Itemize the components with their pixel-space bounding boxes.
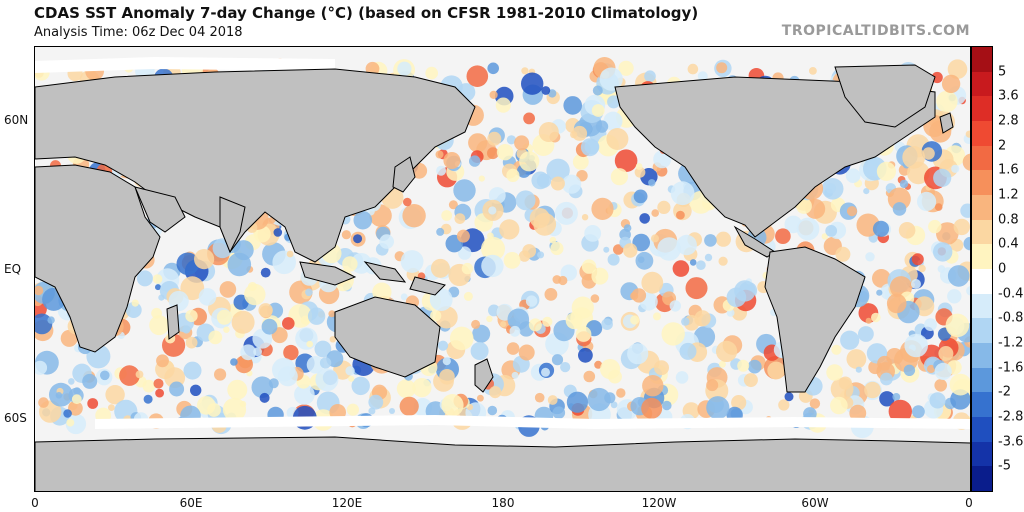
colorbar-segment [972, 293, 992, 319]
colorbar-segment [972, 47, 992, 73]
colorbar-segment [972, 170, 992, 196]
lon-label-180: 180 [491, 496, 515, 510]
colorbar-segment [972, 343, 992, 369]
colorbar-label: 1.6 [998, 162, 1019, 178]
colorbar-label: -1.2 [998, 335, 1024, 351]
colorbar-label: -0.4 [998, 286, 1024, 302]
colorbar-segment [972, 96, 992, 122]
colorbar-label: 2 [998, 138, 1007, 154]
colorbar-label: 3.6 [998, 88, 1019, 104]
lon-label-120w: 120W [641, 496, 677, 510]
colorbar-label: -0.8 [998, 310, 1024, 326]
colorbar-label: -2.8 [998, 409, 1024, 425]
colorbar-label: -1.6 [998, 360, 1024, 376]
colorbar-label: 0 [998, 261, 1007, 277]
colorbar-label: 2.8 [998, 113, 1019, 129]
lon-label-60e: 60E [179, 496, 203, 510]
colorbar [971, 46, 993, 492]
colorbar-segment [972, 318, 992, 344]
colorbar-segment [972, 219, 992, 245]
lon-label-0-right: 0 [965, 496, 973, 510]
colorbar-label: -2 [998, 384, 1011, 400]
colorbar-segment [972, 466, 992, 492]
lon-label-0: 0 [31, 496, 39, 510]
lat-label-eq: EQ [4, 262, 22, 276]
sea-ice [35, 57, 970, 429]
colorbar-segment [972, 121, 992, 147]
colorbar-label: 0.4 [998, 236, 1019, 252]
page-title: CDAS SST Anomaly 7-day Change (°C) (base… [34, 4, 699, 22]
colorbar-segment [972, 441, 992, 467]
colorbar-segment [972, 417, 992, 443]
colorbar-segment [972, 269, 992, 295]
colorbar-label: -5 [998, 458, 1011, 474]
lon-label-60w: 60W [801, 496, 829, 510]
lon-label-120e: 120E [331, 496, 363, 510]
lat-label-60n: 60N [4, 113, 29, 127]
colorbar-segment [972, 367, 992, 393]
land-masses [35, 64, 970, 491]
sst-map [34, 46, 971, 492]
colorbar-label: -3.6 [998, 434, 1024, 450]
credit-watermark: TROPICALTIDBITS.COM [781, 23, 970, 39]
lat-label-60s: 60S [4, 411, 27, 425]
colorbar-segment [972, 392, 992, 418]
colorbar-segment [972, 195, 992, 221]
colorbar-label: 0.8 [998, 212, 1019, 228]
colorbar-segment [972, 244, 992, 270]
sst-map-canvas [35, 57, 970, 491]
colorbar-label: 1.2 [998, 187, 1019, 203]
colorbar-segment [972, 145, 992, 171]
colorbar-segment [972, 71, 992, 97]
colorbar-label: 5 [998, 64, 1007, 80]
analysis-time: Analysis Time: 06z Dec 04 2018 [34, 25, 243, 40]
